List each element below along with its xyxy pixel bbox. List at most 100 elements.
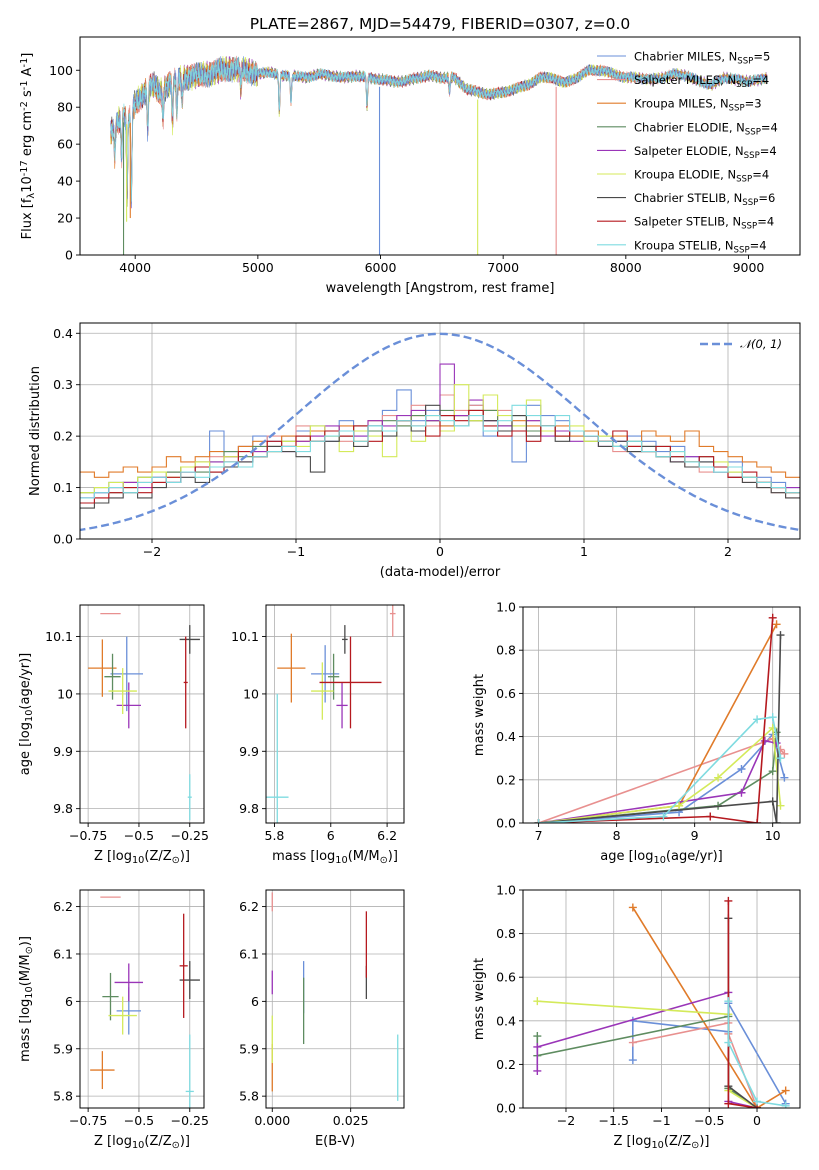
errorbar-point-4 [336, 682, 348, 729]
text-run: 10 [20, 176, 35, 193]
y-tick-label: 0.0 [53, 532, 73, 547]
y-tick-label: 10 [243, 686, 259, 701]
y-tick-label: 6.1 [239, 946, 259, 961]
text-run: =5 [753, 50, 770, 64]
histogram-step-7 [80, 409, 800, 504]
y-tick-label: 6 [65, 994, 73, 1009]
panel-mass_vs_Z: −0.75 −0.5 −0.255.85.966.16.2Z [log10(Z/Z⊙… [18, 889, 209, 1151]
x-axis-label: (data-model)/error [380, 565, 501, 580]
axes-frame: −2 −1 0 1 2 0.0 0.1 0.2 0.3 0.4 (data-model)/error… [28, 322, 801, 580]
weight-marker [781, 1101, 790, 1108]
y-tick-label: 9.8 [239, 801, 259, 816]
y-tick-label: 60 [57, 137, 73, 152]
errorbar-point-6 [179, 961, 200, 999]
errorbar-point-8 [266, 693, 289, 823]
y-tick-label: 0.4 [496, 1013, 516, 1028]
x-axis-label: Z [log10(Z/Z⊙)] [94, 849, 190, 866]
text-run: E(B-V) [315, 1134, 355, 1149]
text-run: Normed distribution [28, 366, 43, 496]
superscript: -2 [19, 101, 30, 111]
legend-label: Kroupa ELODIE, NSSP=4 [634, 168, 769, 185]
x-tick-label: −1 [652, 1113, 670, 1128]
weight-marker [628, 1056, 637, 1065]
text-run: erg cm [20, 111, 35, 160]
subscript: 10 [651, 1140, 663, 1151]
superscript: -1 [19, 80, 30, 90]
x-axis-label: Z [log10(Z/Z⊙)] [614, 1134, 710, 1151]
text-run: Salpeter STELIB, N [634, 215, 741, 229]
plot-area [266, 605, 396, 823]
x-tick-label: −0.75 [69, 1113, 107, 1128]
y-tick-label: 0.1 [53, 480, 73, 495]
weight-marker [628, 1038, 637, 1047]
x-tick-label: −0.25 [171, 1113, 209, 1128]
y-axis-label: mass weight [472, 958, 487, 1040]
y-axis-label: Flux [fλ10-17 erg cm-2 s-1 A-1] [19, 53, 37, 240]
weight-marker [724, 997, 733, 1006]
x-tick-label: −2 [143, 544, 161, 559]
text-run: (Z/Z [144, 849, 171, 864]
y-tick-label: 6.2 [239, 899, 259, 914]
weight-marker [737, 765, 746, 773]
x-tick-label: 9000 [733, 260, 765, 275]
weight-marker [533, 1032, 542, 1041]
x-tick-label: 1 [580, 544, 588, 559]
y-tick-label: 20 [57, 211, 73, 226]
x-tick-label: −0.25 [171, 828, 209, 843]
text-run: mass weight [472, 958, 487, 1040]
weight-marker [780, 749, 789, 758]
text-run: mass [log [272, 849, 335, 864]
legend-label: Kroupa MILES, NSSP=3 [634, 97, 762, 114]
weight-marker [776, 801, 785, 810]
text-run: (M/M [348, 849, 380, 864]
panel-weight_vs_Z: −2 −1.5 −1 −0.5 0 0.0 0.2 0.4 0.6 0.8 1.0 Z [log10(… [472, 883, 801, 1151]
x-tick-label: 7 [535, 828, 543, 843]
y-axis-label: mass weight [472, 674, 487, 756]
weight-marker [737, 788, 746, 797]
text-run: Chabrier MILES, N [634, 50, 737, 64]
weight-marker [534, 819, 543, 823]
x-tick-label: −2 [557, 1113, 575, 1128]
weight-marker [659, 812, 668, 821]
text-run: =4 [760, 144, 777, 158]
subscript: SSP [741, 221, 757, 231]
errorbar-point-7 [183, 636, 188, 729]
x-tick-label: 9 [691, 828, 699, 843]
x-tick-label: −0.5 [124, 1113, 154, 1128]
errorbar-point-0 [311, 645, 340, 703]
x-tick-label: 7000 [487, 260, 519, 275]
x-axis-label: mass [log10(M/M⊙)] [272, 849, 398, 866]
y-tick-label: 0.2 [53, 429, 73, 444]
subscript: ⊙ [380, 855, 388, 866]
text-run: mass [log [18, 999, 33, 1062]
y-tick-label: 5.9 [53, 1041, 73, 1056]
weight-line-8 [727, 1001, 786, 1107]
x-tick-label: 4000 [119, 260, 151, 275]
weight-marker [753, 715, 762, 724]
axes-frame: 4000 5000 6000 7000 8000 9000 0 20 40 60 80 100 wave… [19, 36, 801, 296]
subscript: SSP [742, 198, 758, 208]
subscript: 10 [653, 855, 665, 866]
errorbar-point-6 [342, 625, 348, 654]
weight-marker [780, 773, 789, 782]
text-run: =3 [745, 97, 762, 111]
y-tick-label: 0.0 [496, 816, 516, 831]
x-tick-label: 0 [753, 1113, 761, 1128]
y-tick-label: 6 [251, 994, 259, 1009]
y-tick-label: 0.4 [496, 729, 516, 744]
y-tick-label: 9.9 [239, 744, 259, 759]
subscript: ⊙ [172, 1140, 180, 1151]
x-axis-label: E(B-V) [315, 1134, 355, 1149]
x-axis-label: Z [log10(Z/Z⊙)] [94, 1134, 190, 1151]
axes-frame: −0.75 −0.5 −0.255.85.966.16.2Z [log10(Z/Z⊙… [18, 889, 209, 1151]
subscript: ⊙ [691, 1140, 699, 1151]
weight-marker [772, 819, 781, 823]
x-tick-label: 8000 [610, 260, 642, 275]
text-run: Kroupa MILES, N [634, 97, 729, 111]
subscript: SSP [744, 151, 760, 161]
weight-line-4 [538, 739, 777, 823]
